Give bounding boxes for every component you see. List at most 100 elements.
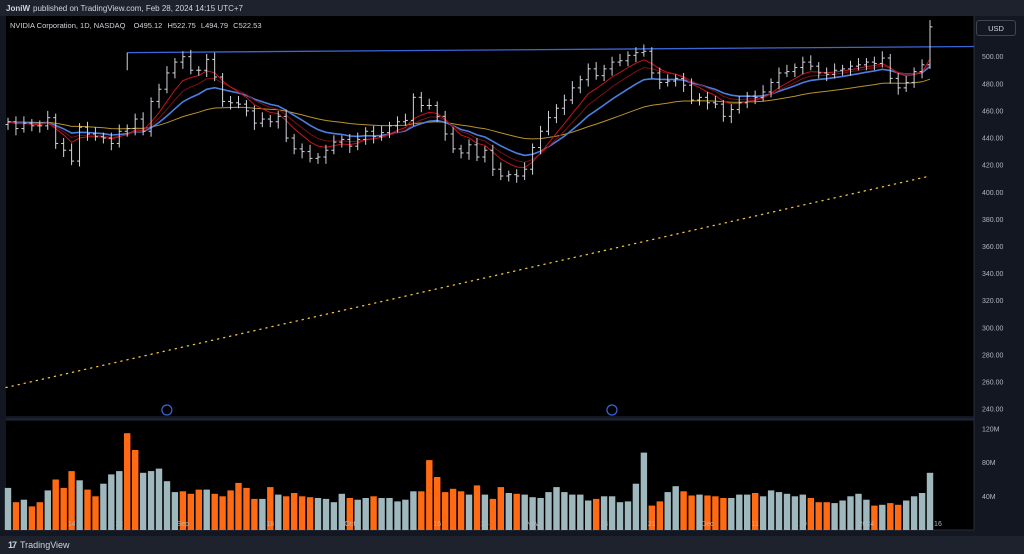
time-tick-label: Nov [526,521,539,528]
ohlc-bar [871,56,877,71]
volume-bar [648,505,655,530]
ohlc-bar [53,113,59,149]
price-chart[interactable]: NVIDIA Corporation, 1D, NASDAQ O495.12 H… [0,16,1024,536]
volume-bar [855,493,862,530]
ohlc-bar [530,143,536,175]
ohlc-bar [243,100,249,117]
ohlc-bar [482,146,488,163]
time-tick-label: 21 [648,521,656,528]
dividend-marker-icon [606,404,618,416]
ohlc-bar [522,162,528,181]
volume-bar [251,498,258,530]
ohlc-bar [196,66,202,76]
ohlc-bar [172,58,178,79]
volume-bar [155,468,163,530]
ohlc-bar [236,96,241,109]
price-tick-label: 420.00 [982,163,1004,170]
time-tick-label: 22 [115,521,123,528]
ohlc-bar [633,47,639,63]
volume-bar [704,495,711,530]
resistance-line[interactable] [126,45,975,71]
volume-bar [744,494,751,530]
price-tick-label: 320.00 [982,298,1004,305]
volume-bar [418,491,425,530]
volume-bar [410,491,417,530]
ohlc-bar [498,162,504,181]
ohlc-bar [108,132,114,151]
ohlc-bar [848,60,854,76]
ohlc-bar [267,114,273,128]
price-tick-label: 480.00 [982,81,1004,88]
tradingview-logo-icon: 17 [8,540,17,550]
time-tick-label: 19 [799,521,807,528]
time-axis[interactable]: 14 22 Sep 18 Oct 16 24 Nov 13 21 Dec 11 19 2024 16 [68,521,942,528]
volume-bar [616,502,624,530]
volume-bar [338,493,345,530]
published-info: published on TradingView.com, Feb 28, 20… [33,3,243,13]
volume-bar [20,499,28,530]
volume-bar [863,499,870,530]
volume-bar [124,433,131,530]
ohlc-bar [188,49,194,75]
volume-bar [759,496,767,530]
ohlc-bar [569,81,575,105]
volume-bar [815,502,822,530]
volume-bar [831,503,838,530]
ohlc-bar [681,72,687,92]
volume-bar [354,499,361,530]
ohlc-bar [394,116,400,133]
volume-bar [195,489,202,530]
price-tick-label: 300.00 [982,325,1004,332]
ohlc-bar [601,64,607,82]
volume-bar [608,496,616,530]
ohlc-bar [220,72,226,107]
volume-bar [283,496,290,530]
volume-bar [449,488,457,530]
volume-bar [28,506,36,530]
ma-gold-line [7,78,931,140]
time-tick-label: 16 [433,521,441,528]
dividend-markers[interactable] [161,404,618,416]
volume-bar [720,498,727,530]
ohlc-bar [100,132,106,144]
currency-button[interactable]: USD [976,20,1016,36]
volume-bar [656,501,663,530]
volume-bar [505,493,512,530]
volume-bar [903,500,910,530]
volume-bar [163,481,171,530]
volume-bar [847,496,854,530]
volume-bar [378,498,385,530]
volume-bar [712,496,719,530]
price-tick-label: 340.00 [982,271,1004,278]
ohlc-bar [148,97,154,137]
volume-bar [728,498,735,530]
volume-bar [561,492,568,530]
volume-bar [394,501,401,530]
ohlc-bar [919,59,925,79]
ohlc-bar [331,135,337,155]
ohlc-bar [61,138,67,158]
volume-bar [60,487,67,530]
volume-bar [823,502,830,530]
ohlc-bar [577,75,583,94]
ohlc-bar [77,123,83,167]
ohlc-bar [212,52,218,82]
ohlc-bar [824,67,830,82]
time-tick-label: 16 [934,521,942,528]
volume-bar [481,494,489,530]
volume-bar [322,498,330,530]
volume-bar [577,494,584,530]
ohlc-bar [720,100,726,122]
ohlc-bar [641,44,647,57]
ohlc-bar [21,116,27,133]
ohlc-bar [744,91,750,109]
ohlc-bar [402,113,408,126]
ohlc-bar [84,121,90,141]
volume-bar [497,487,504,530]
ohlc-bar [800,56,806,75]
volume-bar [664,492,671,530]
volume-bar [537,498,544,530]
volume-bar [839,500,846,530]
volume-bar [783,493,791,530]
ohlc-bar [387,121,393,139]
